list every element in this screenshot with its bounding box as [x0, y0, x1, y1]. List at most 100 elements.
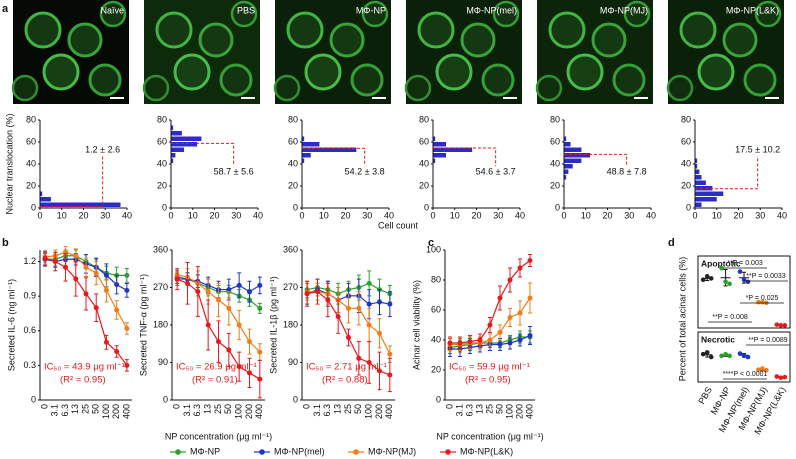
x-axis-label: NP concentration (μg ml⁻¹)	[165, 431, 272, 441]
x-tick-label: 25	[484, 404, 494, 414]
histogram-bar	[433, 153, 447, 158]
mean-label: 54.2 ± 3.8	[345, 166, 385, 176]
x-tick-label: 50	[91, 404, 101, 414]
x-tick-label: 200	[244, 404, 254, 419]
histogram-bar	[695, 158, 698, 163]
data-point	[366, 301, 372, 307]
y-tick-label: 20	[157, 180, 167, 190]
histogram-bar	[433, 147, 473, 152]
data-point	[257, 305, 263, 311]
data-point	[216, 339, 221, 345]
legend-marker	[353, 449, 359, 455]
image-label: MΦ-NP(MJ)	[600, 5, 648, 15]
data-point	[73, 276, 79, 282]
annotation: (R² = 0.91)	[192, 375, 238, 386]
annotation: (R² = 0.95)	[60, 375, 106, 386]
histogram-bar	[40, 191, 43, 196]
x-tick-label: 30	[362, 210, 372, 220]
y-axis-label: Acinar cell viability (%)	[411, 280, 421, 370]
data-point	[527, 295, 533, 301]
histogram-bar	[302, 153, 311, 158]
data-point	[708, 276, 714, 281]
histogram-bar	[564, 136, 567, 141]
x-tick-label: 30	[100, 210, 110, 220]
x-tick-label: 6.3	[60, 404, 70, 417]
x-tick-label: 100	[101, 404, 111, 419]
x-tick-label: 20	[78, 210, 88, 220]
data-point	[247, 339, 252, 345]
data-point	[73, 253, 79, 259]
x-tick-label: 40	[646, 210, 656, 220]
y-tick-label: 40	[550, 158, 560, 168]
data-point	[723, 279, 728, 285]
data-point	[83, 264, 89, 270]
data-point	[205, 322, 211, 328]
y-axis-label: Secreted IL-1β (pg ml⁻¹)	[268, 276, 278, 373]
data-point	[114, 282, 120, 288]
y-tick-label: 90	[158, 357, 168, 367]
data-point	[52, 259, 58, 265]
histogram-bar	[433, 158, 436, 163]
y-tick-label: 80	[157, 114, 167, 124]
x-tick-label: 50	[494, 404, 504, 414]
data-point	[727, 353, 732, 359]
histogram-bar	[695, 175, 702, 180]
data-point	[366, 360, 372, 365]
histogram-bar	[695, 164, 698, 169]
x-tick-label: PBS	[696, 385, 714, 406]
data-point	[782, 374, 788, 380]
x-tick-label: 20	[471, 210, 481, 220]
data-point	[497, 342, 503, 347]
legend-label: MΦ-NP	[190, 446, 220, 456]
y-tick-label: 90	[288, 357, 298, 367]
data-point	[507, 277, 513, 283]
histogram-bar	[564, 175, 567, 180]
legend-label: MΦ-NP(L&K)	[460, 446, 513, 456]
y-tick-label: 360	[283, 244, 298, 254]
histogram-bar	[433, 142, 447, 147]
panel-label: b	[2, 237, 9, 249]
y-tick-label: 80	[288, 114, 298, 124]
data-point	[517, 265, 523, 271]
legend-label: MΦ-NP(MJ)	[368, 446, 416, 456]
data-point	[103, 339, 109, 345]
data-point	[487, 322, 493, 328]
histogram-bar	[564, 164, 573, 169]
x-tick-label: 400	[121, 404, 131, 419]
histogram-bar	[171, 125, 174, 130]
histogram-bar	[695, 180, 706, 185]
x-tick-label: 3.1	[50, 404, 60, 417]
panel-frame	[697, 255, 791, 329]
data-point	[756, 367, 761, 372]
histogram-bar	[564, 153, 591, 158]
legend-marker	[259, 449, 265, 455]
y-tick-label: 20	[26, 180, 36, 190]
data-point	[377, 368, 382, 374]
histogram-bar	[564, 147, 582, 152]
panel-title: Apoptotic	[701, 258, 741, 268]
data-point	[257, 349, 263, 355]
data-point	[782, 323, 788, 328]
data-point	[226, 305, 232, 311]
y-tick-label: 20	[681, 180, 691, 190]
data-point	[774, 322, 780, 327]
x-tick-label: 30	[624, 210, 634, 220]
y-tick-label: 0	[31, 394, 36, 404]
mean-marker	[302, 147, 366, 166]
data-point	[377, 299, 382, 305]
mean-label: 48.8 ± 7.8	[607, 166, 647, 176]
x-tick-label: 13	[333, 404, 343, 414]
data-point	[236, 364, 242, 370]
annotation: IC₅₀ = 26.9 μg ml⁻¹	[176, 362, 257, 373]
y-tick-label: 80	[419, 114, 429, 124]
x-tick-label: 0	[430, 210, 435, 220]
histogram-bar	[171, 136, 202, 141]
y-axis-label: Percent of total acinar cells (%)	[677, 257, 687, 382]
x-tick-label: 40	[122, 210, 132, 220]
data-point	[745, 279, 751, 285]
x-tick-label: 40	[384, 210, 394, 220]
x-tick-label: 30	[231, 210, 241, 220]
x-tick-label: 100	[234, 404, 244, 419]
histogram-bar	[171, 147, 185, 152]
annotation: IC₅₀ = 43.9 μg ml⁻¹	[44, 362, 125, 373]
